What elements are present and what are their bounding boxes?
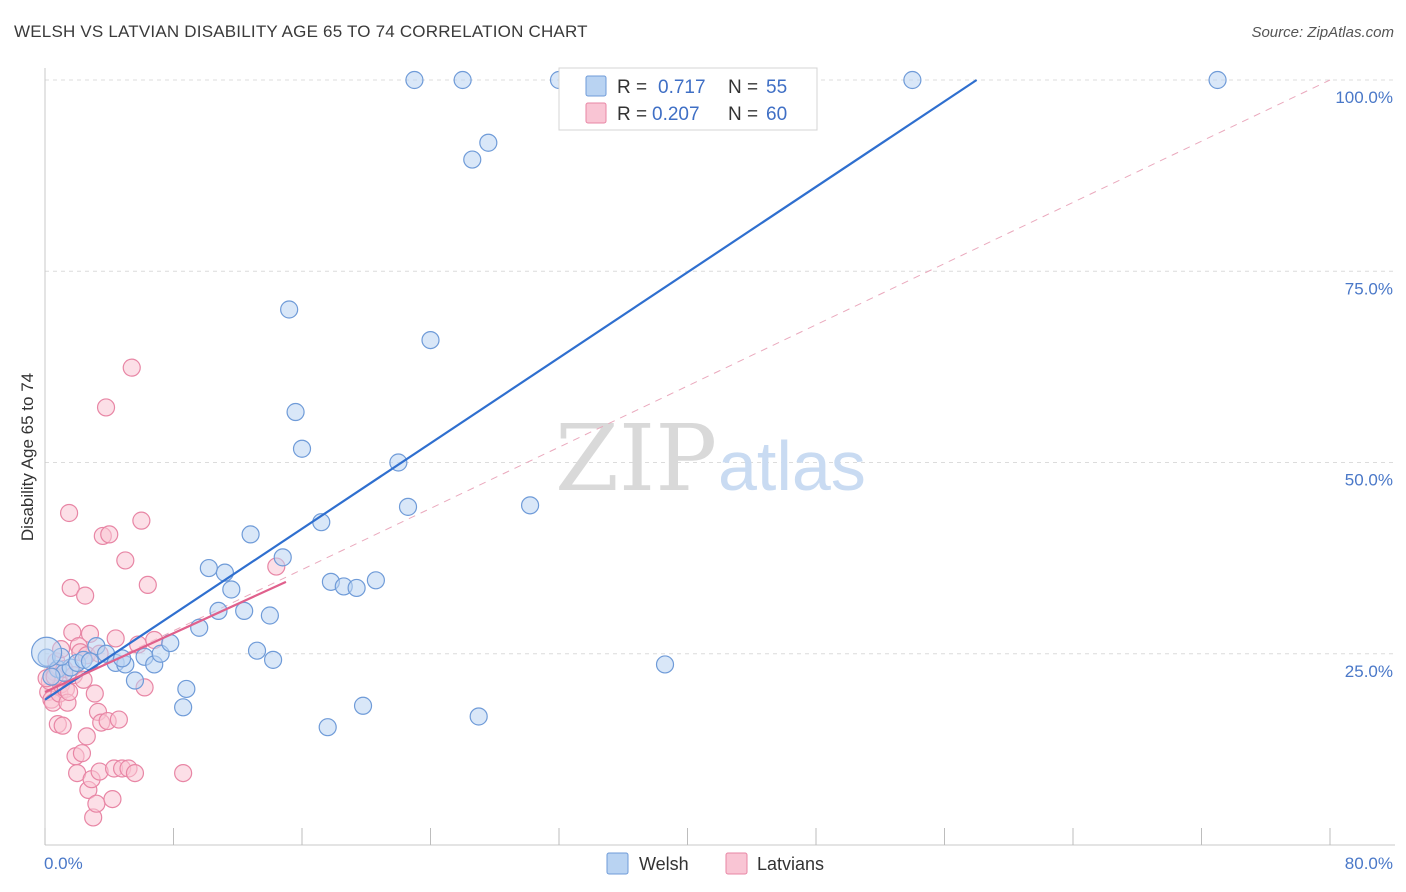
y-tick-label: 50.0% xyxy=(1345,471,1393,490)
welsh-point xyxy=(398,497,418,516)
y-tick-label: 100.0% xyxy=(1335,88,1393,107)
series-legend: Welsh Latvians xyxy=(606,852,824,875)
chart-title: WELSH VS LATVIAN DISABILITY AGE 65 TO 74… xyxy=(14,22,588,41)
watermark-zip: ZIP xyxy=(555,405,717,512)
welsh-point xyxy=(1208,70,1227,90)
latvians-point xyxy=(72,744,92,763)
latvians-point xyxy=(106,629,125,648)
latvians-point xyxy=(109,710,128,729)
reference-diagonal xyxy=(44,79,1331,693)
welsh-point xyxy=(241,525,260,544)
welsh-point xyxy=(125,671,145,690)
welsh-point xyxy=(247,641,267,660)
latvians-r-value: 0.207 xyxy=(652,104,700,125)
welsh-point xyxy=(260,606,279,625)
latvians-n-label: N = xyxy=(728,104,758,125)
welsh-series-swatch xyxy=(606,852,629,875)
tick-labels: 25.0% 50.0% 75.0% 100.0% 0.0% 80.0% xyxy=(44,88,1393,873)
welsh-point xyxy=(421,331,440,350)
welsh-point xyxy=(215,563,234,582)
latvians-series-label: Latvians xyxy=(757,854,824,874)
welsh-points xyxy=(31,70,1227,737)
gridlines xyxy=(45,79,1395,655)
welsh-n-value: 55 xyxy=(766,77,787,98)
welsh-point xyxy=(318,718,337,737)
latvians-point xyxy=(100,525,119,544)
y-tick-label: 75.0% xyxy=(1345,279,1393,298)
welsh-point-large xyxy=(31,636,63,668)
latvians-r-label: R = xyxy=(617,104,647,125)
welsh-point xyxy=(453,70,472,90)
trendlines xyxy=(44,79,978,701)
welsh-point xyxy=(199,558,218,578)
welsh-point xyxy=(177,679,196,699)
welsh-series-label: Welsh xyxy=(639,854,689,874)
welsh-point xyxy=(42,667,61,686)
welsh-r-value: 0.717 xyxy=(658,77,706,98)
welsh-point xyxy=(463,150,482,169)
latvians-point xyxy=(76,586,95,605)
welsh-point xyxy=(353,696,373,715)
latvians-trendline xyxy=(44,580,287,694)
latvians-point xyxy=(122,358,141,377)
latvians-point xyxy=(96,398,116,417)
welsh-point xyxy=(174,698,193,717)
stats-legend: R = 0.717 N = 55 R = 0.207 N = 60 xyxy=(558,67,818,131)
welsh-point xyxy=(903,70,922,90)
welsh-point xyxy=(280,300,299,319)
welsh-point xyxy=(292,439,312,458)
watermark-atlas: atlas xyxy=(718,427,866,505)
x-tick-label: 0.0% xyxy=(44,854,83,873)
latvians-point xyxy=(53,716,72,735)
latvians-series-swatch xyxy=(725,852,748,875)
welsh-point xyxy=(520,496,540,515)
welsh-point xyxy=(655,655,675,674)
welsh-trendline xyxy=(44,79,978,701)
latvians-point xyxy=(87,794,106,813)
latvians-n-value: 60 xyxy=(766,104,787,125)
y-tick-label: 25.0% xyxy=(1345,662,1393,681)
latvians-point xyxy=(61,578,80,598)
latvians-point xyxy=(125,763,145,783)
welsh-point xyxy=(263,650,283,669)
latvians-point xyxy=(59,503,79,523)
welsh-n-label: N = xyxy=(728,77,758,98)
latvians-point xyxy=(77,727,96,746)
welsh-point xyxy=(366,571,385,590)
x-tick-label: 80.0% xyxy=(1345,854,1393,873)
welsh-point xyxy=(469,707,488,726)
welsh-point xyxy=(347,578,366,598)
latvians-point xyxy=(103,789,122,809)
welsh-legend-swatch xyxy=(585,75,607,97)
watermark: ZIP atlas xyxy=(555,405,866,512)
welsh-r-label: R = xyxy=(617,77,647,98)
latvians-point xyxy=(59,682,79,702)
welsh-point xyxy=(479,133,498,152)
y-axis-label: Disability Age 65 to 74 xyxy=(18,373,37,541)
latvians-point xyxy=(174,763,193,783)
latvians-point xyxy=(116,551,135,570)
latvians-point xyxy=(138,575,157,595)
welsh-point xyxy=(222,580,241,599)
welsh-point xyxy=(405,70,424,90)
axes xyxy=(44,68,1395,846)
latvians-legend-swatch xyxy=(585,102,607,124)
welsh-point xyxy=(235,601,254,621)
welsh-point xyxy=(286,402,305,422)
latvians-point xyxy=(132,511,151,530)
welsh-point xyxy=(273,548,292,567)
latvians-points xyxy=(37,358,286,827)
reference-diagonal-line xyxy=(44,79,1331,693)
source-label: Source: ZipAtlas.com xyxy=(1251,24,1394,41)
welsh-point xyxy=(80,652,100,671)
latvians-point xyxy=(85,684,104,703)
